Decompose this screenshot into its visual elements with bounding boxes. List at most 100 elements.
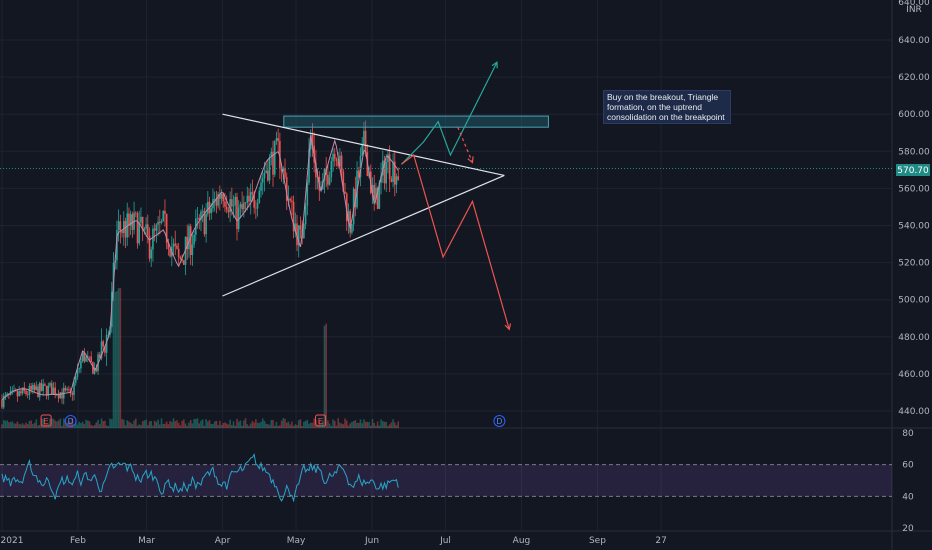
volume-bar (184, 423, 187, 428)
candle-body (232, 205, 235, 207)
candle-body (196, 217, 199, 219)
volume-bar (191, 423, 194, 428)
volume-bar (146, 425, 149, 428)
candle-body (42, 384, 44, 391)
volume-bar (95, 422, 98, 428)
volume-bar (268, 424, 271, 428)
volume-bar (1, 424, 3, 428)
candle-body (215, 198, 218, 206)
candle-body (176, 245, 178, 249)
volume-bar (256, 422, 259, 428)
candle-body (280, 168, 283, 172)
candle-body (52, 387, 55, 395)
candle-body (243, 202, 245, 210)
rsi-tick-label: 80 (902, 429, 914, 439)
candle-body (37, 386, 39, 397)
volume-bar (81, 421, 84, 428)
volume-bar (129, 422, 132, 428)
volume-bar (212, 423, 214, 428)
candle-body (145, 224, 147, 229)
candle-body (169, 249, 171, 257)
volume-bar (321, 421, 324, 428)
candle-body (255, 207, 257, 209)
current-price-tag: 570.70 (896, 164, 930, 176)
volume-bar (347, 425, 350, 428)
volume-bar (152, 425, 154, 428)
candle-body (189, 226, 192, 255)
volume-bar (97, 419, 99, 428)
candle-body (275, 138, 278, 142)
candle-body (272, 151, 274, 175)
candle-body (121, 230, 123, 234)
candle-body (225, 206, 228, 210)
volume-bar (275, 421, 278, 428)
volume-bar (255, 419, 257, 428)
price-tick-label: 560.00 (898, 184, 930, 194)
candle-body (376, 187, 379, 209)
marker-letter: D (68, 417, 74, 426)
dividend-marker-icon (64, 415, 77, 427)
time-tick-label: Sep (589, 536, 606, 546)
volume-bar (243, 420, 245, 428)
volume-bar (76, 424, 79, 428)
candle-body (136, 213, 139, 244)
volume-bar (215, 420, 218, 428)
volume-bar (207, 421, 209, 428)
candle-body (50, 383, 53, 395)
volume-bar (164, 423, 166, 428)
candle-body (328, 177, 331, 185)
candle-body (80, 360, 82, 369)
candle-body (1, 399, 3, 408)
candle-body (363, 130, 365, 145)
volume-bar (390, 422, 393, 428)
candlestick-series (1, 120, 400, 410)
candle-body (323, 168, 326, 181)
volume-bar (222, 422, 225, 428)
volume-bar (339, 422, 341, 428)
volume-bar (292, 425, 295, 428)
candle-body (131, 214, 134, 230)
time-axis[interactable]: 2021 Feb Mar Apr May Jun Jul Aug Sep 27 (1, 536, 667, 546)
candle-body (330, 161, 333, 178)
volume-bar (100, 418, 103, 428)
volume-bar (327, 420, 329, 428)
triangle-upper-line (222, 113, 505, 177)
candle-body (299, 225, 302, 230)
candle-body (143, 228, 146, 231)
candle-body (306, 182, 309, 206)
volume-bar (356, 422, 358, 428)
volume-bar (251, 421, 254, 428)
rsi-tick-label: 20 (902, 524, 914, 534)
time-tick-label: Apr (215, 536, 231, 546)
volume-bar (122, 419, 125, 428)
triangle-lower-line (222, 174, 505, 297)
volume-bar (248, 425, 250, 428)
candle-body (140, 216, 142, 223)
candle-body (239, 204, 242, 208)
time-tick-label: 27 (655, 536, 666, 546)
candle-body (90, 356, 92, 363)
volume-bar (116, 290, 118, 428)
volume-bar (210, 424, 213, 428)
candle-body (25, 390, 27, 394)
volume-bar (121, 418, 123, 428)
price-tick-label: 580.00 (898, 147, 930, 157)
candle-body (357, 170, 360, 178)
price-axis[interactable]: 440.00 460.00 480.00 500.00 520.00 540.00 560.… (898, 36, 930, 417)
volume-bar (258, 423, 261, 428)
candle-body (119, 221, 122, 231)
candle-body (261, 178, 264, 183)
volume-bar (291, 421, 293, 428)
volume-bar (107, 425, 110, 428)
candle-body (146, 224, 149, 236)
candle-body (66, 389, 68, 391)
volume-bar (198, 423, 201, 428)
candle-body (361, 144, 363, 156)
volume-bar (179, 425, 182, 428)
volume-bar (220, 424, 223, 428)
volume-bar (13, 423, 15, 428)
volume-bar (232, 421, 235, 428)
volume-bar (263, 420, 266, 428)
